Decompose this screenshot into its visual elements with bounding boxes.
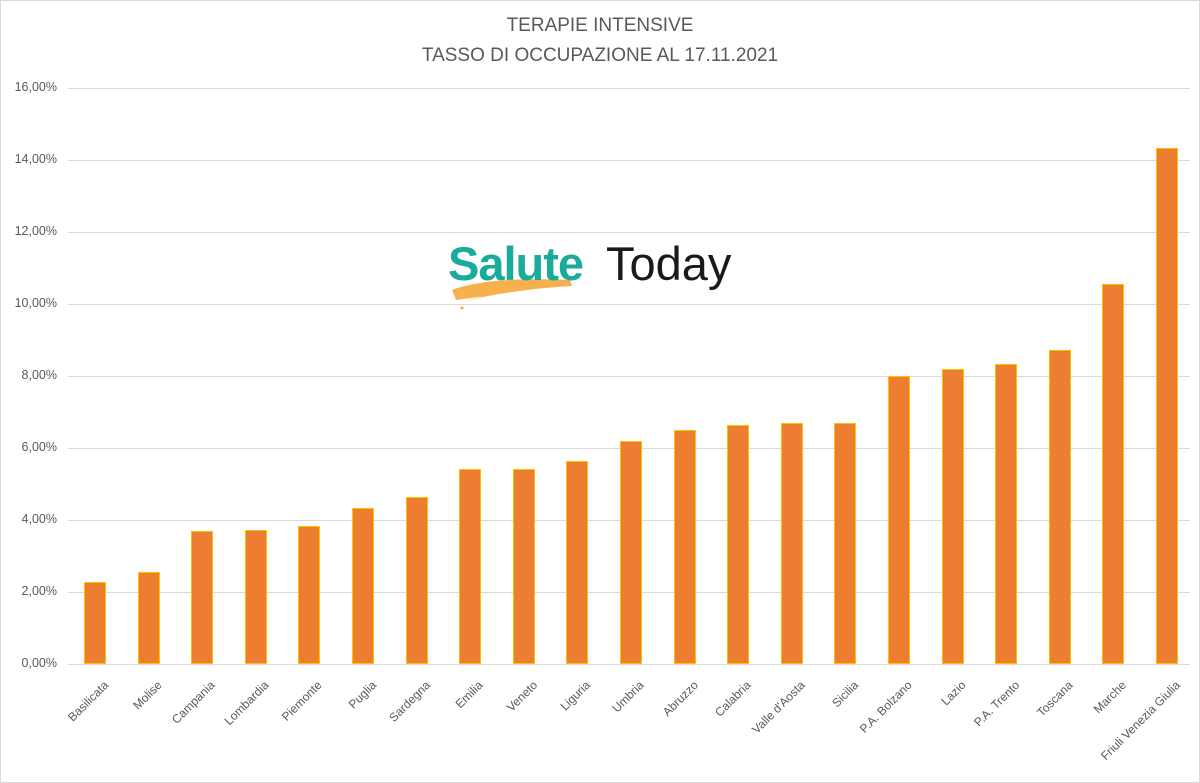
bar-toscana — [1048, 350, 1071, 664]
y-tick-label: 2,00% — [21, 584, 57, 598]
brush-swoosh-icon — [452, 279, 572, 310]
y-tick-label: 6,00% — [21, 440, 57, 454]
plot-area — [68, 88, 1190, 665]
chart-title: TERAPIE INTENSIVE — [506, 15, 694, 36]
gridline — [68, 376, 1190, 377]
y-tick-label: 16,00% — [14, 80, 57, 94]
y-tick-label: 0,00% — [21, 656, 57, 670]
gridline — [68, 160, 1190, 161]
bar-lombardia — [244, 530, 267, 664]
bar-p-a-trento — [995, 364, 1018, 664]
y-tick-label: 10,00% — [14, 296, 57, 310]
gridline — [68, 304, 1190, 305]
bar-abruzzo — [673, 430, 696, 664]
bar-veneto — [512, 468, 535, 664]
logo-today-text: Today — [606, 237, 732, 290]
chart-subtitle: TASSO DI OCCUPAZIONE AL 17.11.2021 — [421, 45, 779, 66]
y-tick-label: 4,00% — [21, 512, 57, 526]
bar-calabria — [727, 424, 750, 664]
bar-piemonte — [298, 526, 321, 664]
gridline — [68, 88, 1190, 89]
bar-emilia — [459, 468, 482, 664]
bar-sardegna — [405, 496, 428, 664]
y-tick-label: 12,00% — [14, 224, 57, 238]
bar-marche — [1102, 283, 1125, 664]
bar-valle-d-aosta — [780, 423, 803, 664]
bar-campania — [191, 531, 214, 664]
y-tick-label: 14,00% — [14, 152, 57, 166]
bar-friuli-venezia-giulia — [1156, 148, 1178, 664]
bar-puglia — [352, 508, 374, 664]
bar-liguria — [566, 460, 589, 664]
salute-today-logo: Salute Today — [448, 236, 768, 316]
bar-umbria — [620, 441, 642, 664]
bar-sicilia — [834, 423, 857, 664]
bar-lazio — [941, 369, 964, 664]
gridline — [68, 232, 1190, 233]
bar-molise — [137, 571, 160, 664]
y-tick-label: 8,00% — [21, 368, 57, 382]
logo-salute-text: Salute — [448, 237, 584, 290]
bar-basilicata — [84, 581, 106, 664]
gridline — [68, 664, 1190, 665]
bar-p-a-bolzano — [888, 376, 910, 664]
